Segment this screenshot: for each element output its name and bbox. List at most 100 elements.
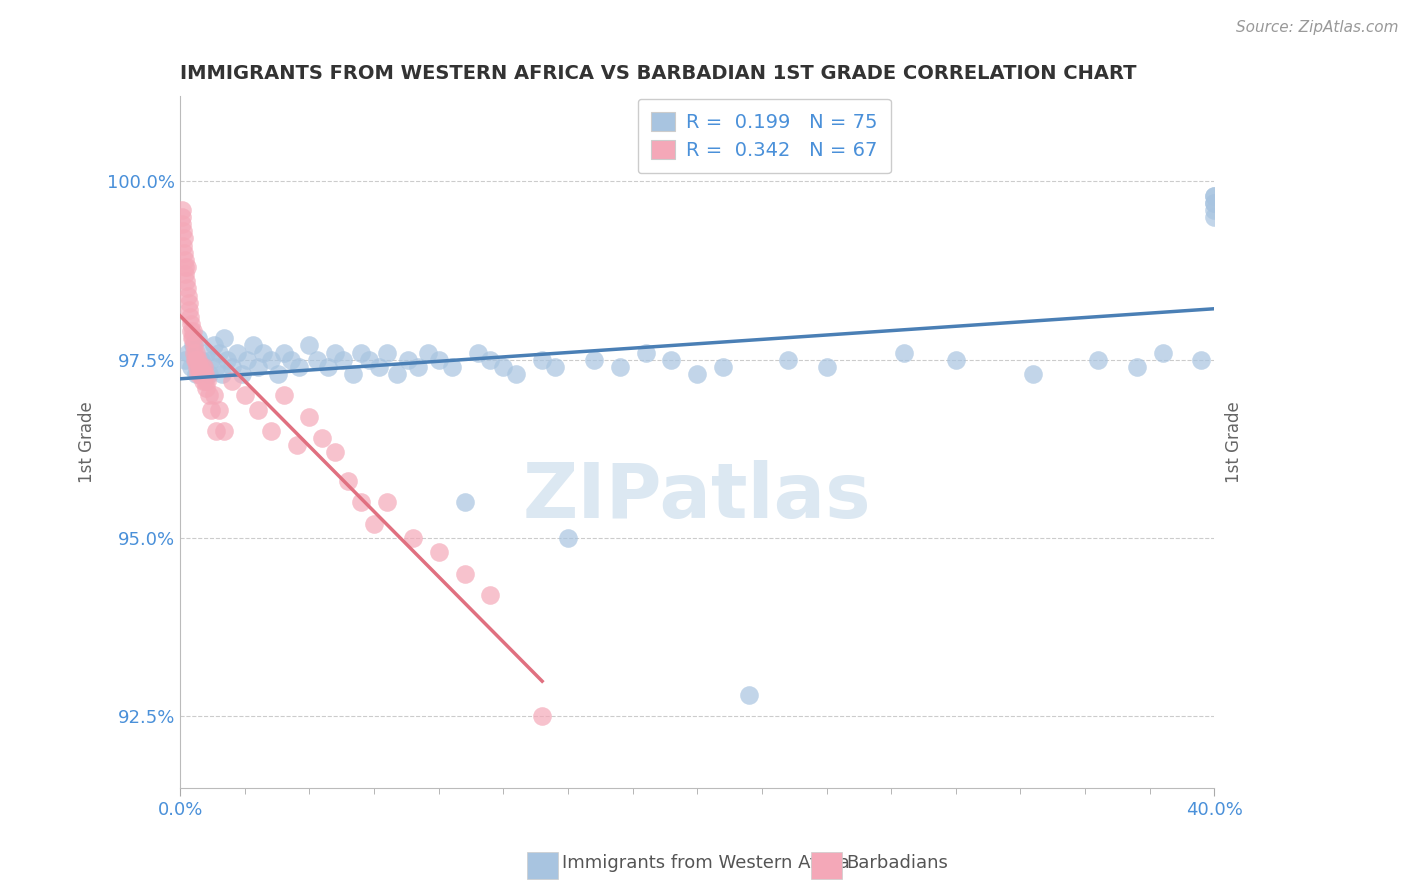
Point — [402, 531, 425, 545]
Point — [205, 424, 228, 438]
Point — [195, 381, 218, 395]
Point — [1204, 195, 1226, 210]
Point — [190, 359, 212, 374]
Point — [176, 260, 198, 274]
Point — [208, 402, 231, 417]
Point — [184, 352, 207, 367]
Text: Barbadians: Barbadians — [846, 855, 948, 872]
Point — [531, 352, 554, 367]
Point — [172, 210, 194, 224]
Point — [170, 217, 193, 231]
Point — [342, 367, 364, 381]
Point — [467, 345, 489, 359]
Point — [174, 252, 197, 267]
Point — [187, 352, 209, 367]
Point — [582, 352, 605, 367]
Point — [893, 345, 915, 359]
Point — [492, 359, 515, 374]
Point — [453, 566, 475, 581]
Point — [1204, 202, 1226, 217]
Point — [173, 260, 195, 274]
Point — [531, 709, 554, 723]
Point — [181, 324, 204, 338]
Point — [208, 345, 231, 359]
Point — [221, 359, 243, 374]
Point — [711, 359, 734, 374]
Point — [179, 302, 201, 317]
Point — [738, 688, 761, 702]
Point — [242, 338, 264, 352]
Point — [180, 359, 202, 374]
Point — [1022, 367, 1045, 381]
Point — [176, 281, 198, 295]
Point — [316, 359, 339, 374]
Point — [212, 424, 235, 438]
Point — [231, 367, 253, 381]
Point — [172, 238, 194, 252]
Point — [298, 338, 321, 352]
Y-axis label: 1st Grade: 1st Grade — [79, 401, 96, 483]
Point — [273, 345, 295, 359]
Point — [226, 345, 249, 359]
Point — [190, 352, 212, 367]
Point — [215, 352, 238, 367]
Point — [557, 531, 579, 545]
Point — [170, 202, 193, 217]
Point — [1204, 188, 1226, 202]
Point — [193, 367, 215, 381]
Point — [1087, 352, 1109, 367]
Point — [505, 367, 527, 381]
Point — [184, 345, 207, 359]
Point — [202, 338, 225, 352]
Point — [1204, 188, 1226, 202]
Text: IMMIGRANTS FROM WESTERN AFRICA VS BARBADIAN 1ST GRADE CORRELATION CHART: IMMIGRANTS FROM WESTERN AFRICA VS BARBAD… — [180, 64, 1136, 83]
Point — [193, 359, 215, 374]
Point — [186, 359, 208, 374]
Point — [387, 367, 409, 381]
Point — [280, 352, 302, 367]
Point — [1125, 359, 1147, 374]
Point — [211, 367, 233, 381]
Point — [375, 345, 398, 359]
Point — [479, 352, 502, 367]
Point — [396, 352, 419, 367]
Point — [686, 367, 709, 381]
Point — [181, 331, 204, 345]
Legend: R =  0.199   N = 75, R =  0.342   N = 67: R = 0.199 N = 75, R = 0.342 N = 67 — [637, 98, 891, 173]
Point — [544, 359, 567, 374]
Point — [233, 388, 256, 402]
Point — [453, 495, 475, 509]
Point — [246, 359, 269, 374]
Point — [180, 317, 202, 331]
Point — [634, 345, 657, 359]
Point — [945, 352, 967, 367]
Point — [661, 352, 683, 367]
Point — [172, 224, 194, 238]
Point — [197, 374, 219, 388]
Point — [332, 352, 354, 367]
Point — [191, 367, 214, 381]
Point — [427, 545, 450, 559]
Point — [200, 402, 222, 417]
Point — [776, 352, 799, 367]
Point — [177, 288, 200, 302]
Point — [325, 445, 347, 459]
Point — [815, 359, 838, 374]
Point — [181, 338, 204, 352]
Point — [194, 374, 217, 388]
Text: ZIPatlas: ZIPatlas — [523, 460, 872, 534]
Point — [173, 245, 195, 260]
Point — [188, 367, 211, 381]
Point — [190, 367, 212, 381]
Point — [1204, 210, 1226, 224]
Point — [177, 295, 200, 310]
Y-axis label: 1st Grade: 1st Grade — [1226, 401, 1243, 483]
Point — [368, 359, 391, 374]
Point — [273, 388, 295, 402]
Point — [350, 345, 373, 359]
Point — [183, 345, 205, 359]
Point — [183, 338, 205, 352]
Point — [236, 352, 259, 367]
Point — [177, 345, 200, 359]
Point — [1152, 345, 1174, 359]
